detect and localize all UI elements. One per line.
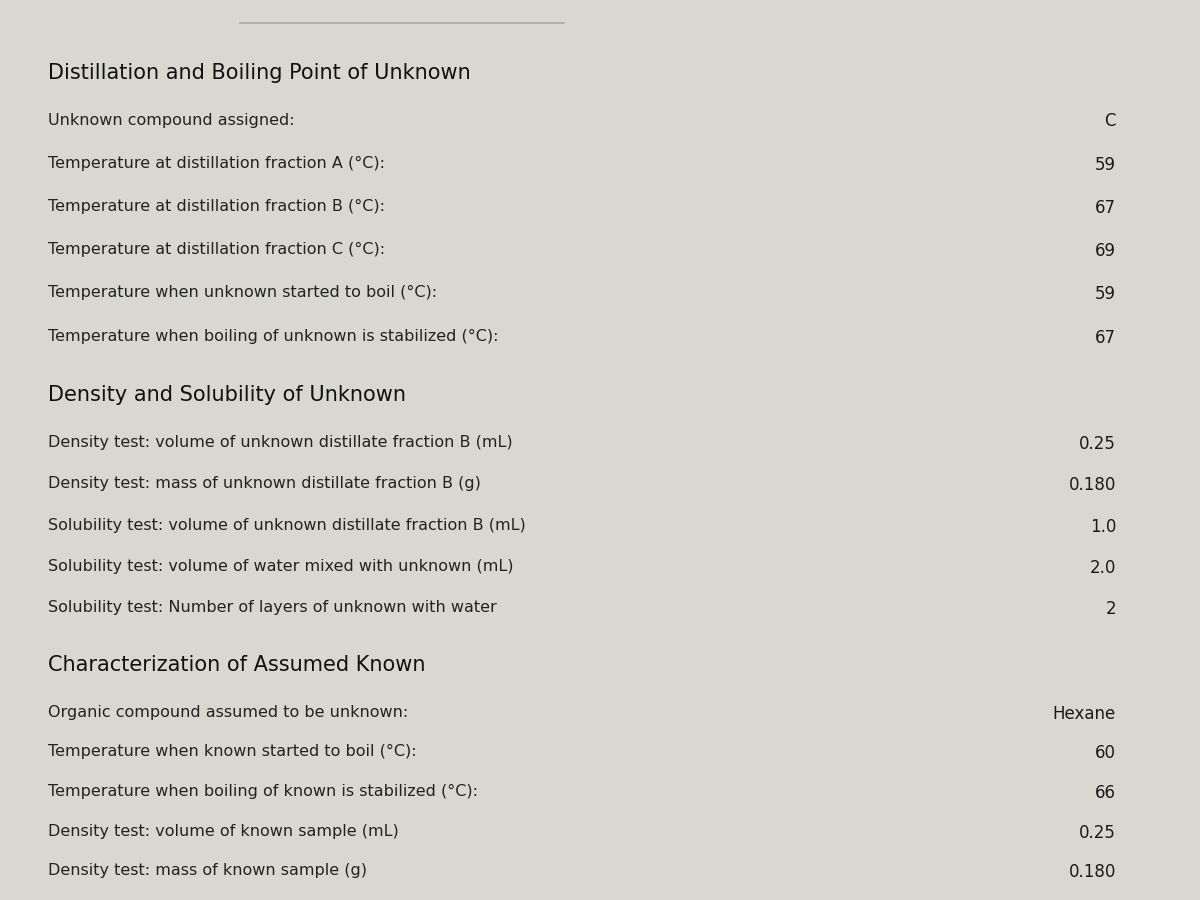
Text: Density test: mass of known sample (g): Density test: mass of known sample (g) [48,863,367,878]
Text: 59: 59 [1096,285,1116,303]
Text: 59: 59 [1096,156,1116,174]
Text: Characterization of Assumed Known: Characterization of Assumed Known [48,655,426,675]
Text: Density and Solubility of Unknown: Density and Solubility of Unknown [48,385,406,405]
Text: 0.180: 0.180 [1069,863,1116,881]
Text: Unknown compound assigned:: Unknown compound assigned: [48,112,295,128]
Text: 69: 69 [1096,242,1116,260]
Text: 0.25: 0.25 [1079,824,1116,842]
Text: Density test: volume of unknown distillate fraction B (mL): Density test: volume of unknown distilla… [48,435,512,450]
Text: 67: 67 [1096,328,1116,346]
Text: Solubility test: Number of layers of unknown with water: Solubility test: Number of layers of unk… [48,600,497,616]
Text: 66: 66 [1096,784,1116,802]
Text: 2: 2 [1105,600,1116,618]
Text: Temperature when boiling of unknown is stabilized (°C):: Temperature when boiling of unknown is s… [48,328,498,344]
Text: 60: 60 [1096,744,1116,762]
Text: Distillation and Boiling Point of Unknown: Distillation and Boiling Point of Unknow… [48,63,470,83]
Text: Hexane: Hexane [1052,705,1116,723]
Text: Temperature when boiling of known is stabilized (°C):: Temperature when boiling of known is sta… [48,784,478,799]
Text: Solubility test: volume of unknown distillate fraction B (mL): Solubility test: volume of unknown disti… [48,518,526,533]
Text: Density test: volume of known sample (mL): Density test: volume of known sample (mL… [48,824,398,839]
Text: Temperature when unknown started to boil (°C):: Temperature when unknown started to boil… [48,285,437,301]
Text: Temperature at distillation fraction B (°C):: Temperature at distillation fraction B (… [48,199,385,214]
Text: 1.0: 1.0 [1090,518,1116,536]
Text: 0.25: 0.25 [1079,435,1116,453]
Text: Solubility test: volume of water mixed with unknown (mL): Solubility test: volume of water mixed w… [48,559,514,574]
Text: Organic compound assumed to be unknown:: Organic compound assumed to be unknown: [48,705,408,720]
Text: 67: 67 [1096,199,1116,217]
Text: C: C [1104,112,1116,130]
Text: Temperature when known started to boil (°C):: Temperature when known started to boil (… [48,744,416,760]
Text: Temperature at distillation fraction A (°C):: Temperature at distillation fraction A (… [48,156,385,171]
Text: 0.180: 0.180 [1069,476,1116,494]
Text: 2.0: 2.0 [1090,559,1116,577]
Text: Temperature at distillation fraction C (°C):: Temperature at distillation fraction C (… [48,242,385,257]
Text: Density test: mass of unknown distillate fraction B (g): Density test: mass of unknown distillate… [48,476,481,491]
